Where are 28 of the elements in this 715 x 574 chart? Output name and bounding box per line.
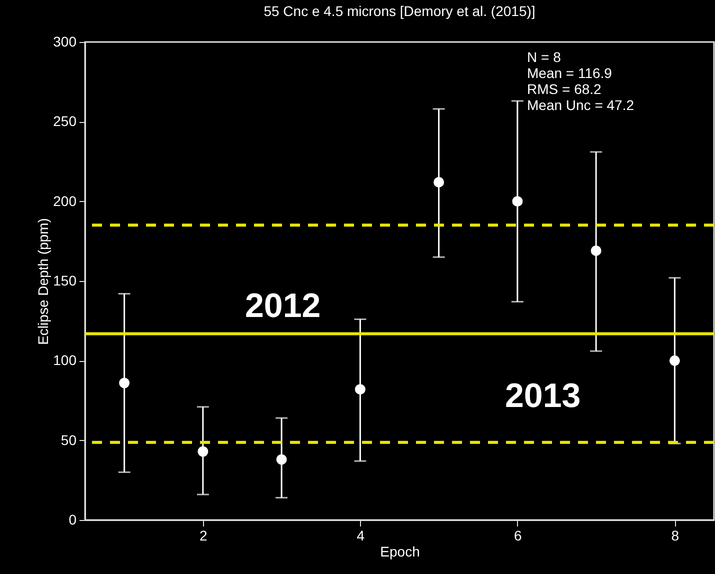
x-tick-label: 2 (200, 528, 208, 544)
y-tick-label: 100 (53, 352, 77, 368)
point (434, 176, 444, 188)
point (512, 196, 523, 207)
point (354, 384, 366, 395)
y-tick-label: 150 (53, 272, 77, 288)
y-tick-label: 50 (60, 432, 77, 448)
annotation: 2012 (245, 287, 321, 325)
annotation: RMS = 68.2 (527, 81, 602, 97)
y-tick-label: 250 (53, 113, 77, 130)
x-tick-label: 4 (356, 528, 365, 544)
point (590, 245, 602, 256)
annotation: Mean Unc = 47.2 (527, 97, 634, 113)
point (198, 446, 208, 457)
x-axis-title: Epoch (380, 544, 420, 560)
annotation: 2013 (505, 377, 581, 415)
y-axis-title: Eclipse Depth (ppm) (35, 218, 52, 345)
point (119, 378, 130, 388)
x-tick-label: 8 (671, 528, 680, 544)
y-tick-label: 0 (68, 512, 77, 528)
y-tick-label: 300 (53, 34, 77, 50)
annotation: N = 8 (527, 49, 562, 65)
point (669, 355, 680, 366)
point (276, 454, 287, 465)
x-tick-label: 6 (514, 528, 522, 544)
chart-title: 55 Cnc e 4.5 microns [Demory et al. (2015)] (264, 3, 536, 19)
y-tick-label: 200 (53, 192, 77, 209)
annotation: Mean = 116.9 (527, 65, 612, 81)
